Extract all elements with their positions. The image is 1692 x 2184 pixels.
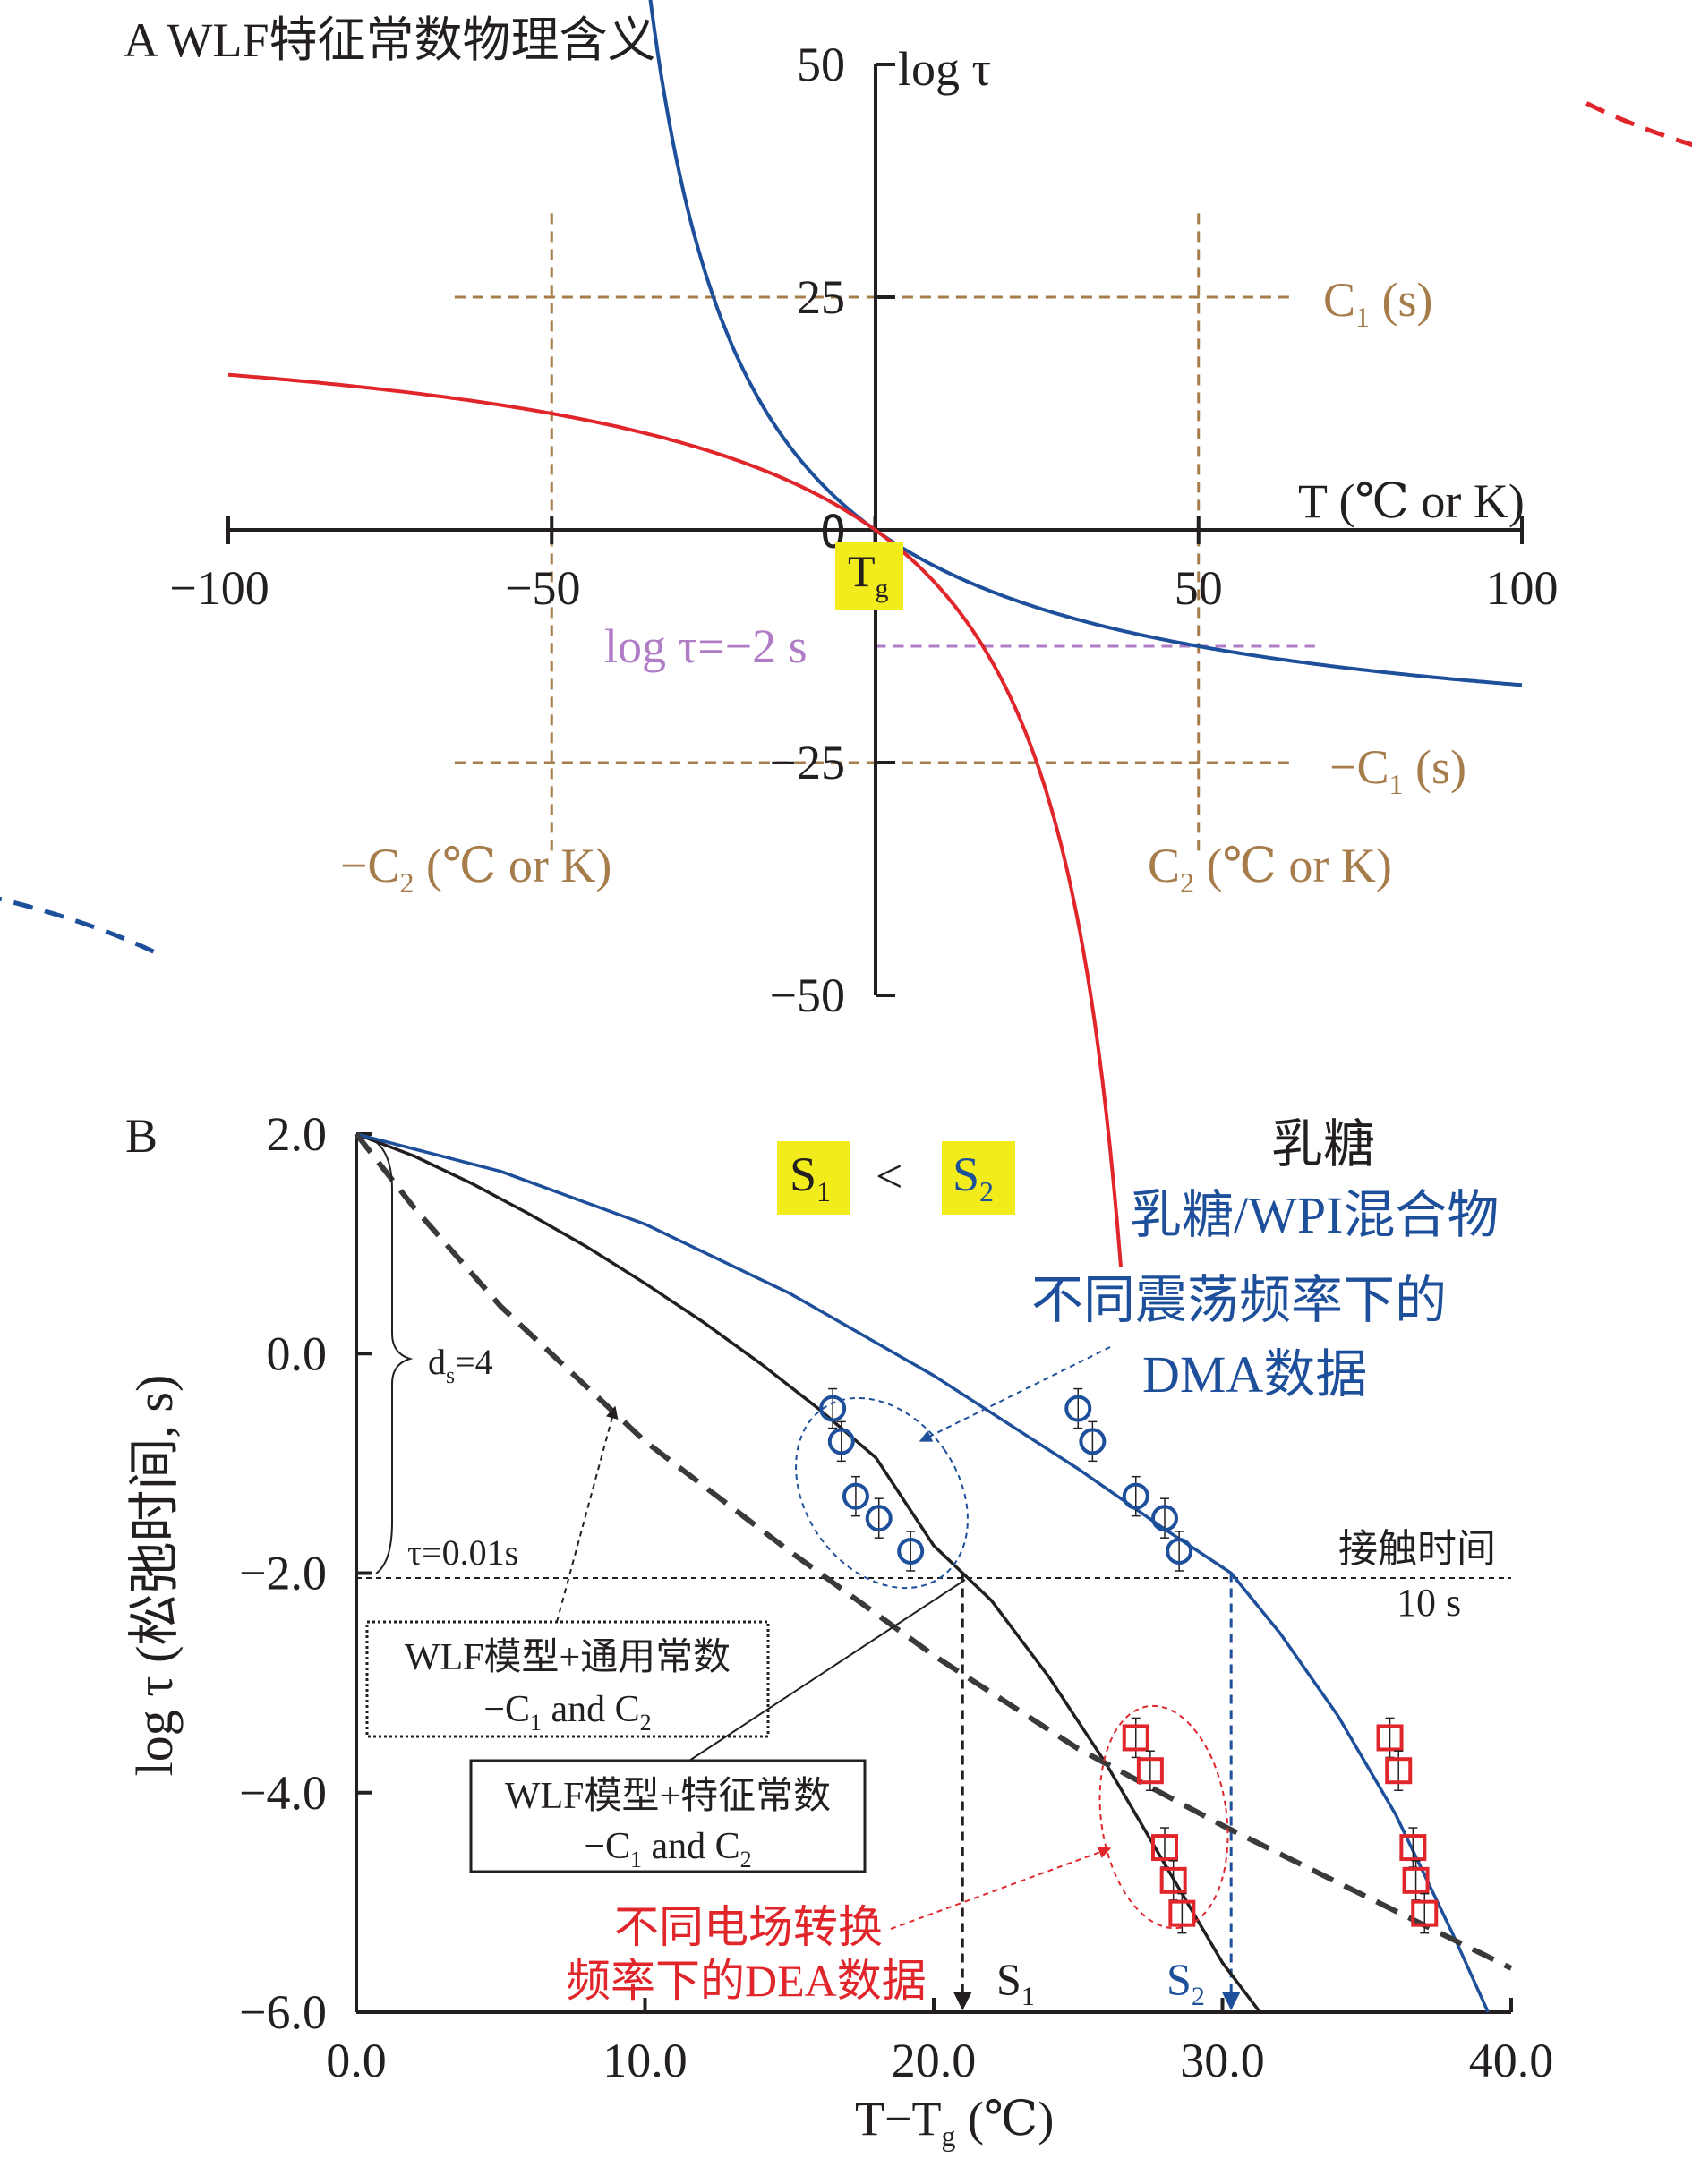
b-x-tick-label: 40.0: [1469, 2034, 1554, 2087]
a-x-axis-label: T (℃ or K): [1298, 474, 1525, 528]
a-y-tick-label: 25: [797, 270, 845, 324]
dma-marker: [1079, 1428, 1107, 1455]
dea-ellipse: [1098, 1704, 1229, 1930]
dea-marker: [1159, 1866, 1187, 1894]
dea-marker: [1136, 1757, 1164, 1785]
universal-label-2: −C1 and C2: [483, 1689, 651, 1736]
panel-a-title: A WLF特征常数物理含义: [124, 13, 656, 67]
b-markers: [819, 1387, 1439, 1934]
s-drop-lines: [953, 1573, 1241, 2011]
dma-marker: [1166, 1537, 1193, 1565]
legend-lactose: 乳糖: [1271, 1115, 1375, 1173]
specific-label-2: −C1 and C2: [584, 1826, 751, 1873]
b-y-tick-label: −4.0: [239, 1766, 327, 1820]
ds-label: ds=4: [428, 1342, 493, 1388]
a-series-red-solid: [227, 372, 1123, 1267]
dma-marker: [819, 1395, 847, 1422]
dea-label-1: 不同电场转换: [614, 1902, 883, 1952]
a-curves: [0, 0, 1692, 1267]
s1-highlight: [777, 1141, 850, 1215]
b-y-tick-label: 0.0: [267, 1327, 328, 1380]
neg-c2-label: −C2 (℃ or K): [340, 839, 611, 899]
contact-time-value: 10 s: [1397, 1581, 1461, 1625]
specific-label-1: WLF模型+特征常数: [505, 1776, 831, 1817]
b-curves: [354, 1132, 1513, 2014]
s2-label: S2: [1166, 1954, 1205, 2011]
tau-label: τ=0.01s: [407, 1532, 518, 1573]
dea-label-2: 频率下的DEA数据: [566, 1956, 927, 2006]
relation-sign: <: [876, 1149, 902, 1203]
s1-label: S1: [996, 1954, 1035, 2011]
dea-marker: [1411, 1899, 1439, 1927]
b-series-black-dashed: [354, 1132, 1513, 1971]
universal-arrow: [556, 1405, 619, 1623]
dma-marker: [842, 1482, 869, 1510]
a-y-tick-label: −25: [770, 736, 845, 789]
dma-marker: [827, 1428, 855, 1455]
dea-arrow: [890, 1846, 1112, 1930]
b-y-tick-label: −6.0: [239, 1985, 327, 2039]
b-x-tick-label: 10.0: [602, 2034, 688, 2087]
a-y-axis-label: log τ: [898, 42, 991, 96]
s2-top-label: S2: [953, 1147, 994, 1207]
dma-marker: [1064, 1395, 1092, 1422]
dea-marker: [1402, 1866, 1430, 1894]
c2-label: C2 (℃ or K): [1148, 839, 1392, 899]
s2-highlight: [942, 1141, 1015, 1215]
a-x-tick-label: 100: [1486, 561, 1559, 615]
b-series-black-solid: [355, 1132, 1261, 2014]
b-x-tick-label: 20.0: [892, 2034, 977, 2087]
legend-lactose-wpi: 乳糖/WPI混合物: [1130, 1186, 1499, 1244]
b-y-ticks: 2.0 0.0 −2.0 −4.0 −6.0: [239, 1107, 372, 2039]
dma-marker: [1151, 1505, 1178, 1532]
dma-marker: [865, 1505, 893, 1532]
contact-time-label: 接触时间: [1338, 1527, 1496, 1571]
b-y-tick-label: 2.0: [267, 1107, 328, 1161]
dea-marker: [1399, 1834, 1427, 1862]
dea-marker: [1376, 1724, 1404, 1752]
universal-label-1: WLF模型+通用常数: [405, 1637, 731, 1678]
ds-brace: [375, 1141, 414, 1574]
a-x-tick-label: 50: [1175, 561, 1223, 615]
specific-pointer: [688, 1579, 966, 1762]
b-y-tick-label: −2.0: [239, 1547, 327, 1600]
neg-c1-label: −C1 (s): [1329, 740, 1466, 800]
b-y-axis-label: log τ (松弛时间, s): [125, 1375, 184, 1777]
b-x-ticks: 0.0 10.0 20.0 30.0 40.0: [326, 1998, 1553, 2087]
dma-label-1: 不同震荡频率下的: [1031, 1271, 1447, 1329]
a-series-blue-dashed: [0, 896, 166, 959]
a-series-red-dashed: [1585, 101, 1692, 148]
dma-marker: [897, 1537, 925, 1565]
a-series-blue-solid: [648, 0, 1523, 687]
panel-b-label: B: [125, 1109, 158, 1163]
dma-ellipse: [795, 1396, 969, 1590]
dea-marker: [1151, 1834, 1178, 1862]
dma-label-2: DMA数据: [1142, 1345, 1367, 1403]
c1-label: C1 (s): [1323, 273, 1433, 333]
dea-marker: [1385, 1757, 1413, 1785]
b-series-blue-solid: [355, 1132, 1490, 2013]
dea-marker: [1168, 1899, 1196, 1927]
tg-highlight: [835, 542, 903, 610]
universal-box: [365, 1620, 770, 1738]
dma-marker: [1122, 1482, 1149, 1510]
b-x-tick-label: 0.0: [326, 2034, 387, 2087]
log-tau-ref-label: log τ=−2 s: [604, 619, 808, 673]
b-x-tick-label: 30.0: [1180, 2034, 1265, 2087]
panel-a: A WLF特征常数物理含义 −100 −50 50 100 50250−25−500 …: [0, 0, 1692, 1267]
a-y-tick-label: −50: [770, 968, 845, 1022]
a-x-tick-label: −50: [505, 561, 580, 615]
dea-marker: [1122, 1724, 1149, 1752]
a-x-tick-label: −100: [169, 561, 269, 615]
b-x-axis-label: T−Tg (℃): [855, 2092, 1054, 2152]
specific-box: [469, 1759, 867, 1873]
a-y-tick-label: 50: [797, 38, 845, 91]
panel-b: B 0.0 10.0 20.0 30.0 40.0 2.0 0.0 −2.0 −4.0 −6.0…: [125, 1107, 1553, 2152]
a-x-ticks: −100 −50 50 100: [169, 516, 1559, 615]
